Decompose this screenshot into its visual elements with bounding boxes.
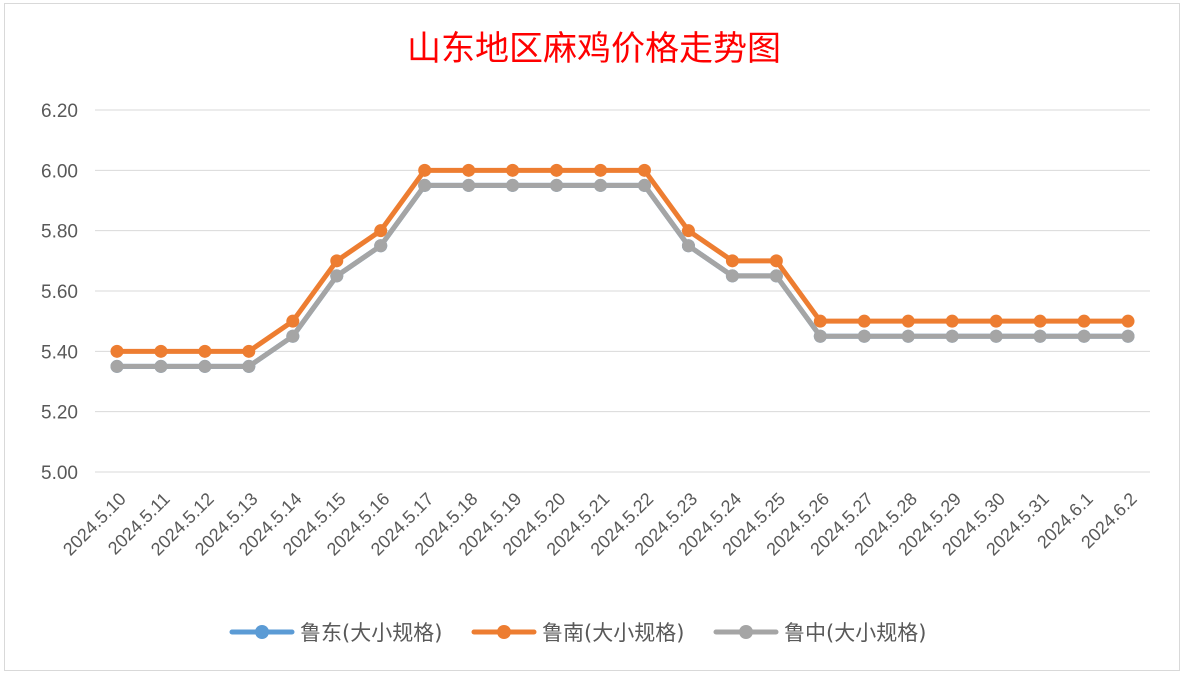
data-point — [681, 239, 695, 253]
data-point — [989, 314, 1003, 328]
x-axis-ticks: 2024.5.102024.5.112024.5.122024.5.132024… — [59, 489, 1141, 560]
data-point — [901, 314, 915, 328]
series-2 — [110, 163, 1135, 358]
data-point — [945, 314, 959, 328]
data-point — [286, 329, 300, 343]
data-point — [462, 163, 476, 177]
data-point — [374, 239, 388, 253]
y-axis-ticks: 5.00 5.20 5.40 5.60 5.80 6.00 6.20 — [41, 101, 78, 484]
data-point — [901, 329, 915, 343]
data-point — [550, 163, 564, 177]
data-point — [1121, 314, 1135, 328]
data-point — [637, 163, 651, 177]
data-point — [769, 269, 783, 283]
data-point — [242, 344, 256, 358]
data-point — [1033, 314, 1047, 328]
legend-swatch-marker — [255, 625, 269, 639]
legend-label: 鲁南(大小规格) — [542, 621, 684, 645]
data-point — [857, 314, 871, 328]
legend-swatch-marker — [497, 625, 511, 639]
series-3 — [110, 178, 1135, 373]
data-point — [594, 178, 608, 192]
data-point — [330, 254, 344, 268]
legend-label: 鲁东(大小规格) — [300, 621, 442, 645]
data-point — [418, 178, 432, 192]
data-point — [506, 178, 520, 192]
y-tick-label: 6.00 — [41, 161, 78, 182]
data-point — [725, 254, 739, 268]
data-point — [110, 344, 124, 358]
data-point — [857, 329, 871, 343]
data-point — [813, 329, 827, 343]
data-point — [418, 163, 432, 177]
y-tick-label: 5.60 — [41, 282, 78, 303]
legend-item: 鲁中(大小规格) — [713, 621, 926, 645]
data-point — [506, 163, 520, 177]
data-point — [945, 329, 959, 343]
data-point — [1077, 314, 1091, 328]
legend-label: 鲁中(大小规格) — [784, 621, 926, 645]
data-point — [813, 314, 827, 328]
data-point — [154, 344, 168, 358]
data-point — [550, 178, 564, 192]
legend-swatch-marker — [739, 625, 753, 639]
series-group — [110, 163, 1135, 373]
series-line — [114, 167, 1131, 354]
data-point — [1077, 329, 1091, 343]
legend-item: 鲁南(大小规格) — [471, 621, 684, 645]
data-point — [681, 224, 695, 238]
y-tick-label: 5.40 — [41, 342, 78, 363]
data-point — [242, 359, 256, 373]
y-tick-label: 6.20 — [41, 101, 78, 122]
data-point — [594, 163, 608, 177]
chart-title: 山东地区麻鸡价格走势图 — [407, 29, 781, 69]
data-point — [330, 269, 344, 283]
legend-item: 鲁东(大小规格) — [229, 621, 442, 645]
y-tick-label: 5.20 — [41, 403, 78, 424]
data-point — [154, 359, 168, 373]
series-line — [114, 182, 1131, 369]
data-point — [1121, 329, 1135, 343]
data-point — [198, 359, 212, 373]
data-point — [110, 359, 124, 373]
data-point — [769, 254, 783, 268]
y-tick-label: 5.80 — [41, 222, 78, 243]
data-point — [286, 314, 300, 328]
data-point — [462, 178, 476, 192]
data-point — [725, 269, 739, 283]
data-point — [198, 344, 212, 358]
data-point — [374, 224, 388, 238]
data-point — [637, 178, 651, 192]
legend: 鲁东(大小规格) 鲁南(大小规格) 鲁中(大小规格) — [229, 621, 926, 645]
y-tick-label: 5.00 — [41, 463, 78, 484]
data-point — [1033, 329, 1047, 343]
data-point — [989, 329, 1003, 343]
grid-lines — [95, 109, 1150, 473]
